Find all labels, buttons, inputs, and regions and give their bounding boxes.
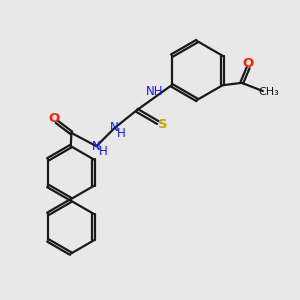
Text: O: O [48,112,59,125]
Text: H: H [99,145,108,158]
Text: N: N [110,122,119,134]
Text: NH: NH [146,85,163,98]
Text: N: N [92,140,101,153]
Text: H: H [117,127,125,140]
Text: CH₃: CH₃ [259,87,279,97]
Text: S: S [158,118,168,130]
Text: O: O [243,57,254,70]
